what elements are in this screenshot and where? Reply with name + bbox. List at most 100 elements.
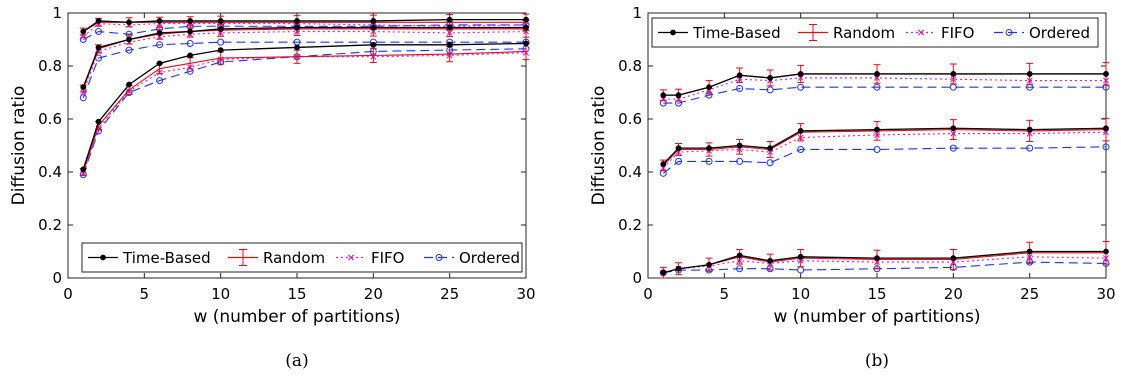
data-point xyxy=(874,255,880,262)
series-line xyxy=(82,21,526,33)
data-point xyxy=(797,145,805,153)
x-tick-label: 25 xyxy=(1020,285,1039,303)
x-marker-stroke xyxy=(80,89,87,96)
x-tick-label: 15 xyxy=(287,285,306,303)
data-point xyxy=(950,125,957,132)
data-point xyxy=(949,144,957,152)
series-line xyxy=(663,77,1106,100)
data-point xyxy=(705,157,713,165)
data-point xyxy=(736,157,744,165)
data-point xyxy=(80,28,87,35)
legend-entry-random: Random xyxy=(228,249,325,267)
data-point xyxy=(660,92,667,99)
series-line xyxy=(662,129,1107,166)
legend-entry-fifo: FIFO xyxy=(336,249,405,267)
data-point xyxy=(95,28,103,36)
legend-entry-ordered: Ordered xyxy=(994,24,1090,42)
chart-panel-a: 0 5 10 15 20 25 30 0 0.2 0.4 0.6 0.8 1 w (number of p… xyxy=(9,4,536,371)
y-tick-label: 0.6 xyxy=(618,110,642,128)
data-point xyxy=(156,18,163,24)
y-axis-label: Diffusion ratio xyxy=(589,86,609,206)
legend-marker xyxy=(100,254,106,261)
x-tick-label: 0 xyxy=(63,285,73,303)
data-point xyxy=(660,161,667,167)
legend-box xyxy=(81,242,523,273)
panel-caption: (b) xyxy=(865,351,889,371)
data-point xyxy=(874,71,880,77)
series-line xyxy=(82,41,526,98)
legend-label: Time-Based xyxy=(692,24,781,42)
series-line xyxy=(82,48,527,175)
series-line xyxy=(663,86,1106,104)
data-point xyxy=(736,252,743,259)
legend: Time-Based Random FIFO Ordered xyxy=(651,17,1099,48)
data-point xyxy=(80,89,87,96)
y-tick-label: 0.4 xyxy=(618,163,642,181)
data-point xyxy=(370,18,377,24)
data-point xyxy=(797,71,804,77)
data-point xyxy=(156,41,164,49)
x-tick-label: 0 xyxy=(643,285,653,303)
x-tick-label: 20 xyxy=(944,285,963,303)
x-tick-label: 30 xyxy=(1096,285,1115,303)
data-point xyxy=(1026,71,1033,77)
x-axis-label: w (number of partitions) xyxy=(193,307,400,327)
data-point xyxy=(187,18,194,24)
data-point xyxy=(706,261,712,268)
data-point xyxy=(706,145,712,152)
y-tick-label: 0.8 xyxy=(618,57,642,75)
data-point xyxy=(294,18,300,24)
data-point xyxy=(126,81,132,88)
data-point xyxy=(446,16,453,23)
legend-marker xyxy=(435,254,443,261)
legend-marker xyxy=(670,29,676,36)
series-line xyxy=(83,24,526,40)
series-line xyxy=(82,42,527,170)
data-point xyxy=(675,265,682,272)
data-point xyxy=(217,47,224,53)
y-tick-label: 0.2 xyxy=(618,216,642,234)
data-point xyxy=(95,44,102,51)
y-tick-label: 0.2 xyxy=(38,216,62,234)
legend-label: Time-Based xyxy=(122,249,211,267)
data-point xyxy=(126,36,132,43)
data-point xyxy=(767,145,774,152)
data-point xyxy=(446,41,453,48)
data-point xyxy=(767,75,774,81)
x-tick-label: 30 xyxy=(516,285,535,303)
data-point xyxy=(156,29,163,36)
series-line xyxy=(663,250,1106,274)
series-line xyxy=(663,73,1106,96)
series-line xyxy=(82,23,527,38)
data-point xyxy=(873,83,881,91)
error-bar xyxy=(369,47,377,64)
data-point xyxy=(736,142,743,149)
data-point xyxy=(446,24,453,31)
data-point xyxy=(766,159,774,167)
data-point xyxy=(523,16,529,23)
data-point xyxy=(660,269,667,276)
data-point xyxy=(675,145,682,152)
series-line xyxy=(82,50,527,173)
data-point xyxy=(736,72,743,79)
series-time-based xyxy=(660,71,1109,276)
data-point xyxy=(1026,144,1034,152)
data-point xyxy=(736,85,744,93)
data-point xyxy=(797,253,804,260)
data-point xyxy=(370,24,377,31)
data-point xyxy=(186,39,194,47)
y-tick-label: 0 xyxy=(52,269,62,287)
series-line xyxy=(663,256,1107,274)
data-point xyxy=(523,24,529,31)
legend: Time-Based Random FIFO Ordered xyxy=(81,242,523,273)
data-point xyxy=(370,41,377,48)
y-tick-label: 0.8 xyxy=(38,57,62,75)
data-point xyxy=(950,255,957,262)
y-tick-label: 0.6 xyxy=(38,110,62,128)
legend-entry-time-based: Time-Based xyxy=(88,249,211,267)
data-point xyxy=(217,26,224,32)
data-point xyxy=(736,265,744,273)
data-point xyxy=(1026,248,1033,255)
data-point xyxy=(675,92,682,99)
